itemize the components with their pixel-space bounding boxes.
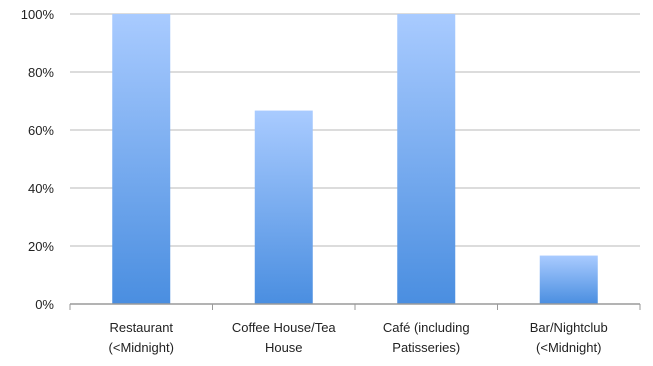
y-tick-label: 40% [28, 181, 54, 196]
x-tick-label-line: (<Midnight) [536, 340, 601, 355]
x-tick-label: Bar/Nightclub (<Midnight) [530, 320, 608, 355]
x-tick-label: Café (including Patisseries) [383, 320, 470, 355]
y-tick-label: 100% [21, 7, 55, 22]
x-tick-label-line: Patisseries) [392, 340, 460, 355]
x-tick-label-line: Café (including [383, 320, 470, 335]
y-tick-label: 80% [28, 65, 54, 80]
y-axis-ticks: 0% 20% 40% 60% 80% 100% [21, 7, 55, 312]
y-tick-label: 20% [28, 239, 54, 254]
bars [112, 14, 598, 304]
bar [112, 14, 171, 304]
x-tick-label-line: Restaurant [109, 320, 173, 335]
x-axis-labels: Restaurant (<Midnight) Coffee House/Tea Hou… [109, 320, 608, 355]
x-tick-label-line: Coffee House/Tea [232, 320, 337, 335]
x-tick-label-line: House [265, 340, 303, 355]
x-tick-label-line: Bar/Nightclub [530, 320, 608, 335]
x-tick-label-line: (<Midnight) [109, 340, 174, 355]
bar [397, 14, 456, 304]
x-tick-label: Coffee House/Tea House [232, 320, 337, 355]
bar [254, 110, 313, 304]
bar [539, 255, 598, 304]
y-tick-label: 60% [28, 123, 54, 138]
x-axis [69, 303, 641, 310]
x-tick-label: Restaurant (<Midnight) [109, 320, 174, 355]
y-tick-label: 0% [35, 297, 54, 312]
